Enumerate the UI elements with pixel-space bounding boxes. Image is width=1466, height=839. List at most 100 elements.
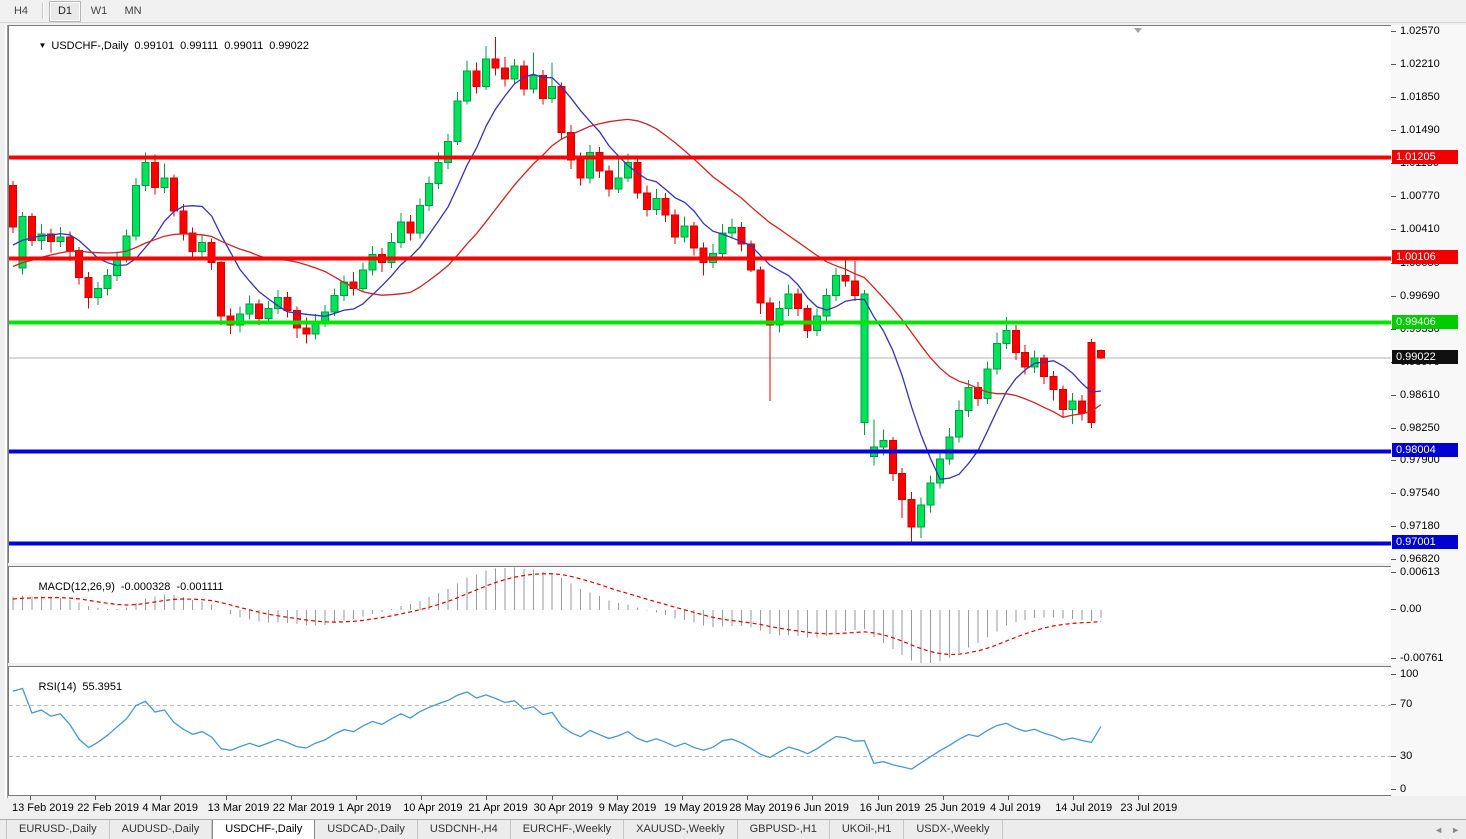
date-label: 9 May 2019: [598, 802, 657, 814]
rsi-name: RSI(14): [38, 681, 77, 693]
date-tick-mark: [30, 796, 31, 800]
chart-dropdown-icon[interactable]: ▼: [38, 41, 47, 50]
chart-tab-usdchf-daily[interactable]: USDCHF-,Daily: [212, 820, 316, 839]
price-line-badge-0.97001: 0.97001: [1392, 535, 1458, 550]
rsi-tick-label: 100: [1400, 668, 1419, 680]
chart-tab-ukoil-h1[interactable]: UKOil-,H1: [829, 820, 905, 839]
date-label: 13 Mar 2019: [207, 802, 270, 814]
price-tick-mark: [1391, 196, 1396, 198]
price-tick-mark: [1391, 492, 1396, 494]
date-label: 21 Apr 2019: [468, 802, 528, 814]
rsi-tick-label: 70: [1400, 698, 1413, 711]
ohlc-close: 0.99022: [269, 40, 309, 52]
price-tick-label: 0.98610: [1400, 388, 1440, 401]
price-tick-mark: [1391, 130, 1396, 132]
price-tick-mark: [1391, 328, 1396, 330]
date-tick-mark: [160, 796, 162, 800]
chart-tab-bar: EURUSD-,Daily AUDUSD-,Daily USDCHF-,Daily U…: [0, 819, 1466, 839]
price-axis[interactable]: 1.025701.022101.018501.014901.011301.007…: [1391, 25, 1466, 796]
price-tick-mark: [1391, 295, 1396, 297]
date-label: 6 Jun 2019: [794, 802, 849, 814]
chart-symbol-label: USDCHF-,Daily: [51, 40, 129, 52]
pane-splitter-macd[interactable]: [8, 563, 1466, 565]
macd-tick-mark: [1391, 658, 1396, 659]
date-label: 23 Jul 2019: [1120, 802, 1178, 814]
chart-tab-usdcnh-h4[interactable]: USDCNH-,H4: [417, 820, 511, 839]
date-label: 19 May 2019: [664, 802, 728, 814]
date-label: 25 Jun 2019: [924, 802, 986, 814]
chart-tab-audusd-daily[interactable]: AUDUSD-,Daily: [109, 820, 213, 839]
timeframe-toolbar: H4 D1 W1 MN: [0, 0, 1466, 23]
date-tick-mark: [942, 796, 944, 800]
date-tick-mark: [1008, 796, 1009, 800]
macd-chart[interactable]: [9, 567, 1391, 663]
price-tick-mark: [1391, 229, 1396, 231]
main-chart-pane[interactable]: ▼ USDCHF-,Daily 0.99101 0.99111 0.99011 0.990…: [8, 25, 1392, 564]
date-tick-mark: [616, 796, 618, 800]
date-label: 4 Mar 2019: [142, 802, 199, 814]
macd-pane[interactable]: MACD(12,26,9) -0.000328 -0.001111: [8, 566, 1392, 664]
ma-fast-line: [12, 73, 1101, 481]
rsi-tick-label: 0: [1400, 783, 1407, 795]
shift-end-marker: [1134, 28, 1142, 33]
date-label: 22 Mar 2019: [272, 802, 335, 814]
timeframe-button-mn[interactable]: MN: [124, 4, 142, 17]
candlestick-chart[interactable]: [9, 26, 1391, 563]
rsi-tick-mark: [1391, 755, 1396, 757]
date-label: 10 Apr 2019: [403, 802, 463, 814]
timeframe-button-w1[interactable]: W1: [90, 4, 108, 17]
macd-tick-mark: [1391, 572, 1396, 573]
price-tick-mark: [1391, 31, 1396, 33]
rsi-tick-mark: [1391, 704, 1396, 706]
price-tick-mark: [1391, 64, 1396, 66]
timeframe-button-h4[interactable]: H4: [13, 4, 29, 17]
chart-tab-eurusd-daily[interactable]: EURUSD-,Daily: [7, 820, 110, 839]
date-label: 1 Apr 2019: [338, 802, 392, 814]
macd-label: MACD(12,26,9) -0.000328 -0.001111: [14, 569, 223, 605]
price-tick-label: 1.00770: [1400, 190, 1440, 203]
rsi-pane[interactable]: RSI(14) 55.3951: [8, 666, 1392, 796]
date-label: 22 Feb 2019: [77, 802, 139, 814]
date-tick-mark: [95, 796, 97, 800]
chart-tab-eurchf-weekly[interactable]: EURCHF-,Weekly: [510, 820, 625, 839]
price-tick-label: 1.02570: [1400, 25, 1440, 38]
price-tick-mark: [1391, 559, 1396, 560]
rsi-tick-mark: [1391, 674, 1396, 675]
date-label: 30 Apr 2019: [533, 802, 593, 814]
chart-tab-usdcad-daily[interactable]: USDCAD-,Daily: [315, 820, 418, 839]
price-tick-label: 0.97540: [1400, 486, 1440, 499]
date-tick-mark: [421, 796, 423, 800]
date-tick-mark: [812, 796, 814, 800]
date-tick-mark: [356, 796, 357, 800]
price-tick-mark: [1391, 97, 1396, 99]
chart-tab-gbpusd-h1[interactable]: GBPUSD-,H1: [737, 820, 830, 839]
rsi-chart[interactable]: [9, 667, 1391, 795]
ohlc-low: 0.99011: [224, 40, 264, 52]
date-tick-mark: [551, 796, 553, 800]
price-tick-label: 1.00410: [1400, 223, 1440, 236]
price-tick-label: 0.99690: [1400, 289, 1440, 302]
chart-tab-xauusd-weekly[interactable]: XAUUSD-,Weekly: [624, 820, 738, 839]
rsi-line: [12, 687, 1102, 770]
macd-tick-label: -0.00761: [1400, 652, 1444, 664]
tab-bar-lead: [0, 820, 7, 839]
price-tick-mark: [1391, 459, 1396, 461]
price-tick-label: 1.01850: [1400, 91, 1440, 104]
rsi-tick-label: 30: [1400, 749, 1413, 762]
macd-signal-line: [12, 573, 1101, 656]
chart-tab-usdx-weekly[interactable]: USDX-,Weekly: [904, 820, 1003, 839]
tab-scroll-right-icon[interactable]: ►: [1451, 824, 1460, 835]
tab-scroll-left-icon[interactable]: ◄: [1434, 824, 1444, 835]
price-tick-mark: [1391, 427, 1396, 429]
timeframe-button-d1[interactable]: D1: [49, 0, 81, 22]
rsi-tick-mark: [1391, 789, 1396, 790]
date-tick-mark: [682, 796, 683, 800]
pane-splitter-rsi[interactable]: [8, 663, 1466, 665]
ohlc-open: 0.99101: [134, 40, 175, 52]
ohlc-high: 0.99111: [180, 40, 219, 52]
macd-tick-label: 0.00: [1400, 602, 1422, 615]
time-axis[interactable]: 13 Feb 2019 22 Feb 2019 4 Mar 2019 13 Mar 2…: [8, 796, 1466, 820]
price-line-badge-0.99406: 0.99406: [1392, 314, 1458, 329]
macd-tick-mark: [1391, 608, 1396, 610]
